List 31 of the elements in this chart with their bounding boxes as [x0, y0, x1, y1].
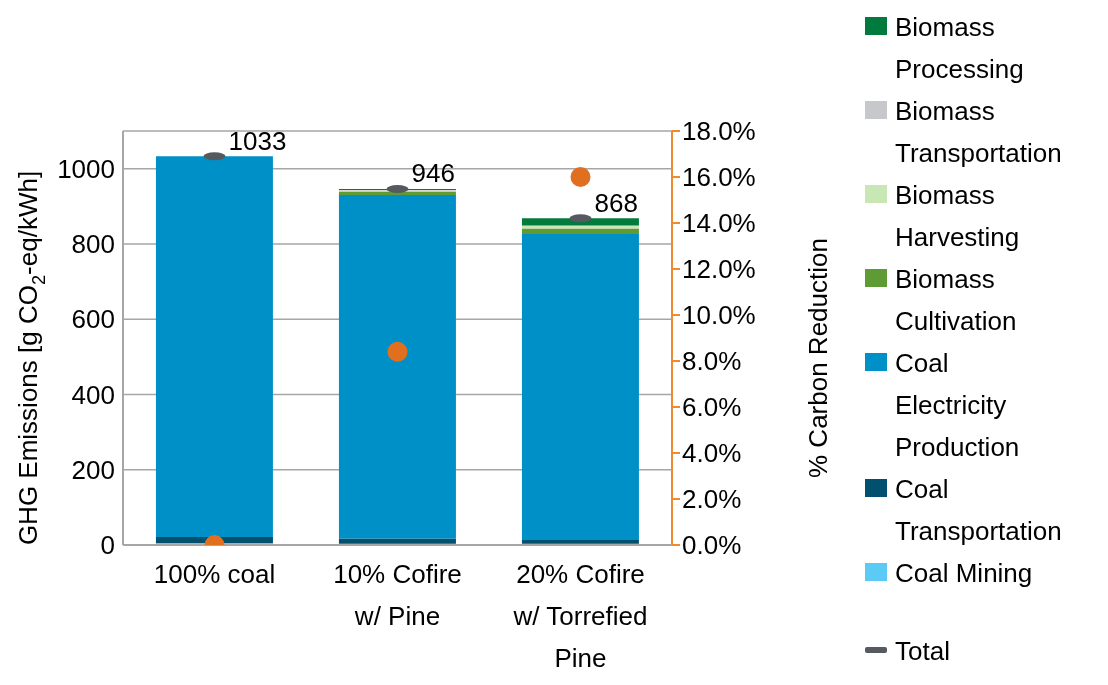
x-tick-label: 100% coal	[153, 559, 276, 589]
y2-tick-label: 14.0%	[682, 208, 756, 239]
x-tick-label: 20% Cofire w/ Torrefied Pine	[512, 559, 648, 673]
legend-label: Coal Mining	[895, 557, 1033, 590]
legend-label: Biomass Transportation	[895, 95, 1062, 170]
legend-label: Coal Transportation	[895, 473, 1062, 548]
y-tick-label: 1000	[57, 153, 115, 184]
legend-label: Biomass Processing	[895, 11, 1024, 86]
y2-tick-label: 16.0%	[682, 162, 756, 193]
y-tick-label: 200	[71, 454, 115, 485]
x-tick-label: 10% Cofire w/ Pine	[333, 559, 462, 631]
y2-tick-label: 4.0%	[682, 438, 742, 469]
y2-tick-label: 0.0%	[682, 530, 742, 561]
y2-tick-label: 10.0%	[682, 300, 756, 331]
y2-tick-label: 18.0%	[682, 116, 756, 147]
data-label: 946	[411, 158, 455, 189]
legend-label: Coal Electricity Production	[895, 347, 1020, 464]
legend-label: Total	[895, 635, 950, 668]
y-tick-label: 600	[71, 304, 115, 335]
y-tick-label: 800	[71, 229, 115, 260]
y2-axis-title: % Carbon Reduction	[802, 238, 833, 478]
y2-tick-label: 6.0%	[682, 392, 742, 423]
y-tick-label: 400	[71, 379, 115, 410]
y2-tick-label: 8.0%	[682, 346, 742, 377]
y-tick-label: 0	[100, 530, 115, 561]
y2-tick-label: 2.0%	[682, 484, 742, 515]
data-label: 1033	[228, 125, 287, 156]
y2-tick-label: 12.0%	[682, 254, 756, 285]
legend-label: Biomass Cultivation	[895, 263, 1017, 338]
data-label: 868	[594, 187, 638, 218]
legend-label: Biomass Harvesting	[895, 179, 1020, 254]
